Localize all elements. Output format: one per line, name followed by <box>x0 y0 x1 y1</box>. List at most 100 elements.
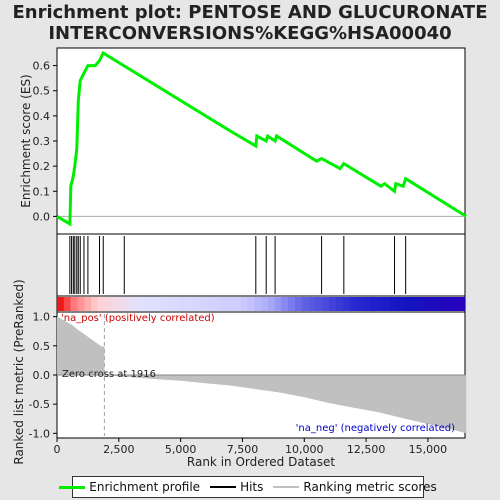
rank-colorbar-segment <box>301 297 310 311</box>
rank-colorbar-segment <box>193 297 201 311</box>
rank-colorbar-segment <box>390 297 398 311</box>
rank-colorbar-segment <box>138 297 146 311</box>
rank-colorbar-segment <box>152 297 160 311</box>
rank-colorbar-segment <box>104 297 112 311</box>
rank-colorbar-segment <box>403 297 412 311</box>
legend-enrichment-label: Enrichment profile <box>89 480 201 494</box>
rank-colorbar-segment <box>91 297 99 311</box>
rank-colorbar-segment <box>397 297 405 311</box>
es-ytick-label: 0.6 <box>33 60 51 73</box>
legend-enrichment-profile: Enrichment profile <box>59 480 200 494</box>
metric-ylabel: Ranked list metric (PreRanked) <box>12 279 26 464</box>
ranking-metric-swatch <box>273 486 300 488</box>
metric-ytick-label: 0.0 <box>33 369 51 382</box>
es-ytick-label: 0.1 <box>33 185 51 198</box>
rank-colorbar-segment <box>267 297 276 311</box>
metric-xlabel: Rank in Ordered Dataset <box>187 455 335 469</box>
zero-cross-label: Zero cross at 1916 <box>62 369 156 380</box>
rank-colorbar-segment <box>274 297 282 311</box>
rank-colorbar-segment <box>179 297 187 311</box>
rank-colorbar-segment <box>131 297 140 311</box>
metric-xtick-label: 2,500 <box>103 443 135 456</box>
rank-colorbar-segment <box>342 297 350 311</box>
pos-correlated-label: 'na_pos' (positively correlated) <box>61 313 215 324</box>
rank-colorbar-segment <box>145 297 153 311</box>
es-panel <box>56 47 466 235</box>
rank-colorbar-segment <box>329 297 337 311</box>
rank-colorbar-segment <box>220 297 228 311</box>
rank-colorbar-segment <box>356 297 364 311</box>
rank-colorbar-segment <box>111 297 119 311</box>
enrichment-profile-swatch <box>59 485 86 489</box>
chart-title-line1: Enrichment plot: PENTOSE AND GLUCURONATE <box>12 2 488 23</box>
rank-colorbar-segment <box>281 297 289 311</box>
metric-xtick-label: 10,000 <box>285 443 324 456</box>
rank-colorbar-segment <box>417 297 425 311</box>
rank-colorbar-segment <box>424 297 432 311</box>
rank-colorbar-segment <box>172 297 180 311</box>
metric-xtick-label: 0 <box>54 443 61 456</box>
rank-colorbar-segment <box>199 297 208 311</box>
metric-ytick-label: -0.5 <box>29 398 50 411</box>
rank-colorbar-segment <box>254 297 262 311</box>
metric-ytick-label: 1.0 <box>33 311 51 324</box>
rank-colorbar-segment <box>227 297 235 311</box>
rank-colorbar-segment <box>159 297 167 311</box>
rank-colorbar-segment <box>63 297 72 311</box>
rank-colorbar-segment <box>77 297 85 311</box>
legend-hits-label: Hits <box>240 480 264 494</box>
rank-colorbar-segment <box>288 297 296 311</box>
es-ytick-label: 0.5 <box>33 85 51 98</box>
rank-colorbar-segment <box>451 297 459 311</box>
es-ytick-label: 0.4 <box>33 110 51 123</box>
rank-colorbar-segment <box>165 297 174 311</box>
chart-title-line2: INTERCONVERSIONS%KEGG%HSA00040 <box>48 23 452 44</box>
rank-colorbar-segment <box>376 297 384 311</box>
rank-colorbar-segment <box>70 297 78 311</box>
rank-colorbar-segment <box>97 297 106 311</box>
rank-colorbar-segment <box>247 297 255 311</box>
metric-xtick-label: 5,000 <box>165 443 197 456</box>
enrichment-profile-line <box>56 50 467 227</box>
metric-xtick-label: 7,500 <box>227 443 259 456</box>
rank-colorbar-segment <box>349 297 357 311</box>
neg-correlated-label: 'na_neg' (negatively correlated) <box>296 423 455 434</box>
rank-colorbar-segment <box>84 297 92 311</box>
hits-swatch <box>210 486 237 488</box>
rank-colorbar-segment <box>444 297 452 311</box>
rank-colorbar-segment <box>240 297 248 311</box>
metric-ytick-label: 0.5 <box>33 340 51 353</box>
metric-ytick-label: -1.0 <box>29 427 50 440</box>
legend-ranking-metric: Ranking metric scores <box>273 480 437 494</box>
hits-panel <box>56 233 466 297</box>
rank-colorbar-segment <box>213 297 221 311</box>
rank-colorbar-segment <box>315 297 323 311</box>
rank-colorbar-segment <box>186 297 194 311</box>
legend-hits: Hits <box>210 480 263 494</box>
es-ytick-label: 0.2 <box>33 160 51 173</box>
es-ytick-label: 0.3 <box>33 135 51 148</box>
legend-ranking-label: Ranking metric scores <box>303 480 437 494</box>
rank-colorbar-segment <box>206 297 214 311</box>
rank-colorbar-segment <box>363 297 371 311</box>
es-ytick-label: 0.0 <box>33 210 51 223</box>
es-ylabel: Enrichment score (ES) <box>19 74 33 207</box>
rank-colorbar-segment <box>125 297 133 311</box>
rank-colorbar-segment <box>118 297 126 311</box>
rank-colorbar-segment <box>383 297 391 311</box>
rank-colorbar-segment <box>410 297 418 311</box>
rank-colorbar-segment <box>295 297 303 311</box>
metric-xtick-label: 12,500 <box>347 443 386 456</box>
rank-colorbar-segment <box>437 297 446 311</box>
rank-colorbar-segment <box>335 297 344 311</box>
rank-colorbar-segment <box>431 297 439 311</box>
metric-xtick-label: 15,000 <box>409 443 448 456</box>
rank-colorbar-segment <box>233 297 242 311</box>
rank-colorbar-segment <box>261 297 269 311</box>
rank-colorbar-segment <box>458 297 466 311</box>
enrichment-plot: 0.0 0.1 0.2 0.3 0.4 0.5 0.6 1.0 0.5 0.0 -0.5 -1.0 0 2… <box>12 47 467 469</box>
rank-colorbar-segment <box>322 297 330 311</box>
chart-legend: Enrichment profile Hits Ranking metric s… <box>59 476 437 498</box>
rank-colorbar-segment <box>57 297 65 311</box>
rank-colorbar-segment <box>369 297 378 311</box>
